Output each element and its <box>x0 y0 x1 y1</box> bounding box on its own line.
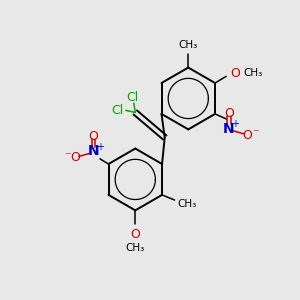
Text: O: O <box>130 228 140 241</box>
Text: N: N <box>223 122 235 136</box>
Text: CH₃: CH₃ <box>243 68 262 78</box>
Text: +: + <box>96 142 104 152</box>
Text: ⁻: ⁻ <box>64 150 70 163</box>
Text: O: O <box>230 67 240 80</box>
Text: O: O <box>88 130 98 143</box>
Text: Cl: Cl <box>126 91 139 103</box>
Text: N: N <box>88 145 99 158</box>
Text: O: O <box>242 129 252 142</box>
Text: ⁻: ⁻ <box>252 127 259 140</box>
Text: CH₃: CH₃ <box>126 243 145 253</box>
Text: +: + <box>231 119 239 129</box>
Text: Cl: Cl <box>111 104 123 118</box>
Text: CH₃: CH₃ <box>178 200 197 209</box>
Text: O: O <box>70 152 80 164</box>
Text: O: O <box>224 107 234 120</box>
Text: CH₃: CH₃ <box>179 40 198 50</box>
